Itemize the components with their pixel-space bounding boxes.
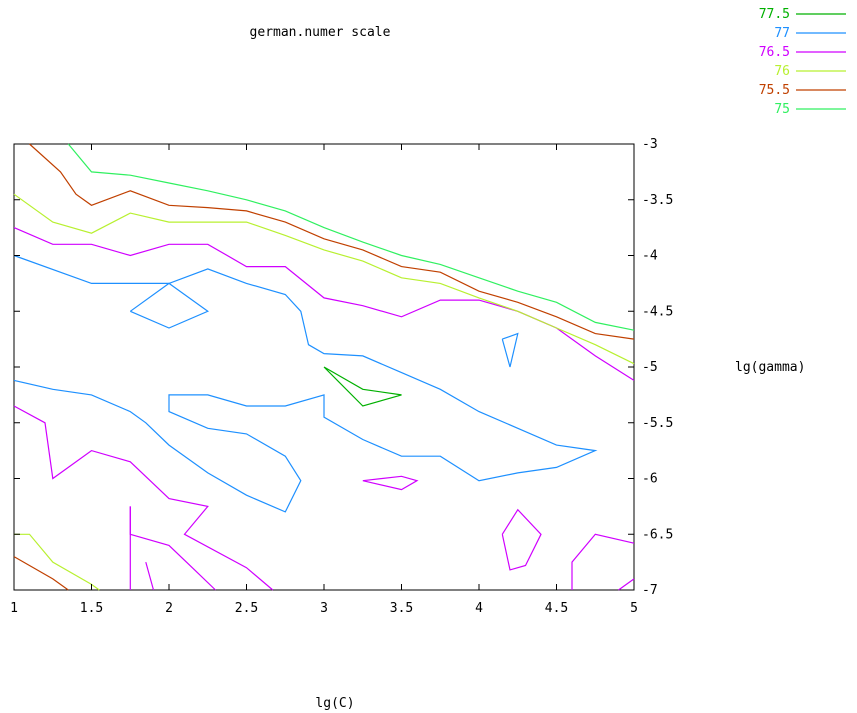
x-tick-label: 2.5 bbox=[235, 601, 258, 616]
y-tick-label: -3.5 bbox=[642, 193, 673, 208]
x-tick-label: 4.5 bbox=[545, 601, 568, 616]
y-tick-label: -3 bbox=[642, 137, 658, 152]
y-tick-label: -5.5 bbox=[642, 416, 673, 431]
contour-series-77 bbox=[13, 254, 598, 513]
contour-line bbox=[13, 556, 69, 591]
contour-series-76 bbox=[13, 193, 635, 591]
y-tick-label: -4 bbox=[642, 249, 658, 264]
y-axis: -3 -3.5 -4 -4.5 -5 -5.5 -6 -6.5 -7 bbox=[14, 137, 673, 598]
contour-line bbox=[362, 475, 419, 491]
x-tick-label: 2 bbox=[165, 601, 173, 616]
y-tick-label: -4.5 bbox=[642, 304, 673, 319]
contour-line bbox=[501, 332, 519, 368]
legend-label: 75.5 bbox=[759, 83, 790, 98]
x-axis: 1 1.5 2 2.5 3 3.5 4 4.5 5 bbox=[10, 144, 638, 616]
y-tick-label: -7 bbox=[642, 583, 658, 598]
contour-line bbox=[571, 533, 635, 590]
contour-line bbox=[129, 506, 216, 591]
legend-label: 75 bbox=[774, 102, 790, 117]
contour-line bbox=[29, 143, 635, 340]
x-tick-label: 4 bbox=[475, 601, 483, 616]
contour-lines bbox=[13, 143, 635, 591]
y-tick-label: -5 bbox=[642, 360, 658, 375]
chart-title: german.numer scale bbox=[250, 25, 391, 40]
x-axis-label: lg(C) bbox=[315, 696, 354, 711]
y-tick-label: -6.5 bbox=[642, 527, 673, 542]
contour-line bbox=[14, 533, 100, 591]
x-tick-label: 3 bbox=[320, 601, 328, 616]
legend-label: 76.5 bbox=[759, 45, 790, 60]
contour-line bbox=[13, 193, 635, 365]
legend-label: 76 bbox=[774, 64, 790, 79]
legend: 77.5 77 76.5 76 75.5 75 bbox=[759, 7, 846, 117]
x-tick-label: 5 bbox=[630, 601, 638, 616]
contour-series-77-5 bbox=[323, 366, 402, 407]
x-tick-label: 1 bbox=[10, 601, 18, 616]
contour-series-76-5 bbox=[13, 227, 635, 591]
y-axis-label: lg(gamma) bbox=[735, 360, 805, 375]
contour-line bbox=[129, 282, 210, 329]
x-tick-label: 1.5 bbox=[80, 601, 103, 616]
contour-line bbox=[13, 405, 274, 591]
contour-line bbox=[323, 366, 402, 407]
legend-label: 77.5 bbox=[759, 7, 790, 22]
contour-line bbox=[501, 508, 542, 571]
contour-series-75 bbox=[67, 143, 635, 331]
y-tick-label: -6 bbox=[642, 472, 658, 487]
contour-series-75-5 bbox=[13, 143, 635, 591]
legend-label: 77 bbox=[774, 26, 790, 41]
contour-line bbox=[67, 143, 635, 331]
contour-line bbox=[13, 254, 598, 513]
x-tick-label: 3.5 bbox=[390, 601, 413, 616]
contour-line bbox=[618, 578, 635, 591]
contour-line bbox=[145, 561, 155, 591]
